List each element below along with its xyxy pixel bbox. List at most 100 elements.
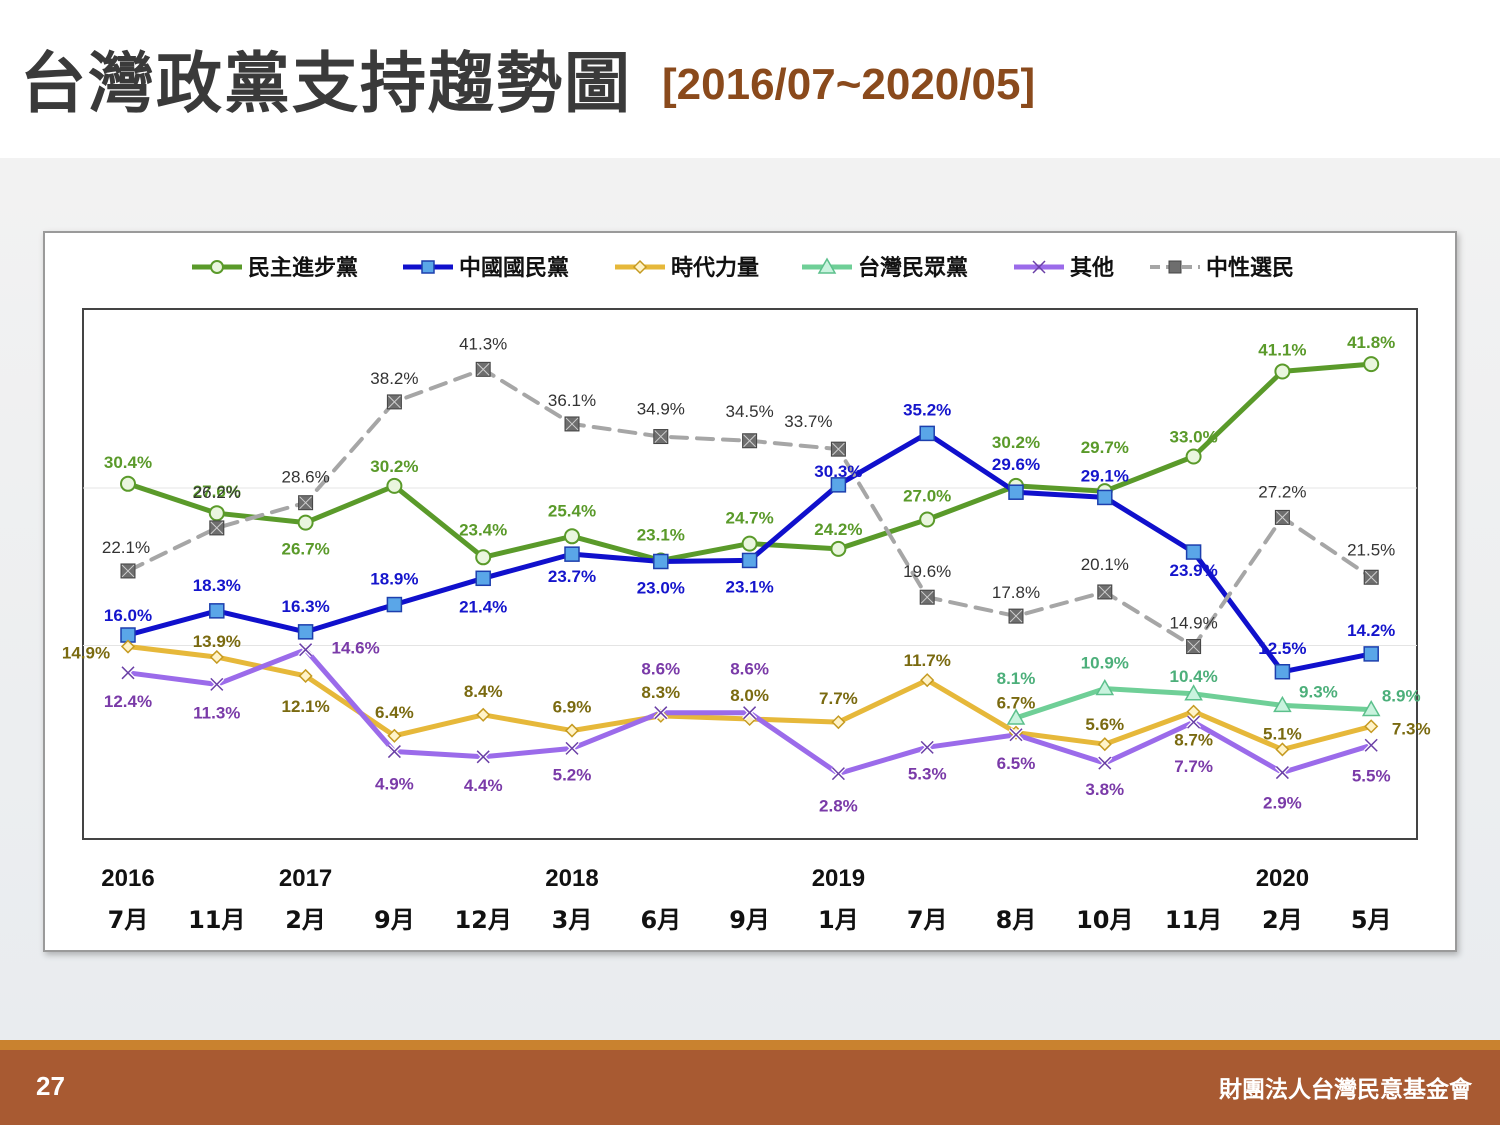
data-label-4-5: 5.2% (553, 765, 592, 784)
data-label-0-12: 33.0% (1169, 428, 1217, 447)
data-label-1-11: 29.1% (1081, 466, 1129, 485)
data-label-0-4: 23.4% (459, 520, 507, 539)
data-point-5-14-x (1364, 570, 1378, 584)
data-label-2-1: 13.9% (193, 632, 241, 651)
data-label-1-5: 23.7% (548, 567, 596, 586)
data-label-4-7: 8.6% (730, 660, 769, 679)
data-point-2-0 (120, 639, 136, 654)
x-tick-label-3: 9月 (374, 906, 415, 934)
data-label-4-0: 12.4% (104, 692, 152, 711)
year-label-2019: 2019 (812, 865, 865, 892)
data-point-0-3 (386, 477, 403, 494)
data-point-2-9 (920, 673, 935, 688)
data-label-5-2: 28.6% (281, 468, 329, 487)
data-label-4-2: 14.6% (331, 639, 379, 658)
legend-marker-2 (632, 259, 648, 275)
data-point-4-3-x (387, 745, 401, 759)
x-tick-label-9: 7月 (907, 906, 948, 934)
data-label-3-12: 10.4% (1169, 667, 1217, 686)
data-label-1-6: 23.0% (637, 579, 685, 598)
data-point-0-5 (564, 528, 580, 545)
data-point-1-10 (1008, 484, 1024, 500)
trend-chart: 30.4% 27.6% 26.7% 30.2% 23.4% 25.4% 23.1% 24.7%… (62, 255, 1431, 934)
data-label-2-2: 12.1% (281, 697, 329, 716)
data-label-1-7: 23.1% (725, 577, 773, 596)
data-label-5-5: 36.1% (548, 391, 596, 410)
year-label-2020: 2020 (1256, 865, 1309, 892)
data-point-5-7-x (743, 434, 756, 448)
data-point-0-7 (741, 535, 758, 552)
data-label-0-1: 27.6% (193, 482, 241, 501)
data-label-0-5: 25.4% (548, 501, 596, 520)
data-label-0-14: 41.8% (1347, 333, 1395, 352)
chart-frame: 30.4% 27.6% 26.7% 30.2% 23.4% 25.4% 23.1% 24.7%… (43, 231, 1457, 952)
data-label-1-8: 30.3% (814, 462, 862, 481)
data-label-3-13: 9.3% (1299, 682, 1338, 701)
data-point-5-2-x (299, 496, 312, 510)
data-label-2-5: 6.9% (553, 698, 592, 717)
data-label-2-10: 6.7% (997, 694, 1036, 713)
data-label-1-3: 18.9% (370, 570, 418, 589)
data-point-3-11 (1095, 679, 1115, 696)
data-label-0-6: 23.1% (637, 525, 685, 544)
year-label-2018: 2018 (545, 865, 598, 892)
data-point-2-6 (653, 708, 668, 723)
data-point-5-13-x (1276, 511, 1289, 524)
data-label-4-3: 4.9% (375, 775, 414, 794)
data-label-1-0: 16.0% (104, 606, 152, 625)
data-point-1-6 (653, 553, 669, 570)
data-point-2-14 (1364, 719, 1379, 734)
data-point-0-4 (475, 549, 492, 566)
data-label-1-12: 23.9% (1169, 561, 1217, 580)
data-point-2-12 (1186, 704, 1201, 719)
data-point-2-5 (564, 723, 580, 738)
data-point-1-7 (741, 552, 758, 569)
data-point-5-5-x (565, 417, 579, 431)
data-label-0-8: 24.2% (814, 520, 862, 539)
data-point-2-11 (1097, 737, 1112, 752)
data-point-5-3-x (388, 395, 401, 409)
data-point-2-13 (1275, 742, 1290, 757)
data-label-1-13: 12.5% (1258, 639, 1306, 658)
data-label-3-11: 10.9% (1081, 654, 1129, 673)
x-tick-label-12: 11月 (1165, 906, 1222, 934)
data-point-2-4 (476, 707, 491, 722)
data-point-4-4-x (476, 750, 490, 764)
data-label-4-13: 2.9% (1263, 794, 1302, 813)
data-label-0-3: 30.2% (370, 457, 418, 476)
data-label-2-4: 8.4% (464, 682, 503, 701)
data-point-4-5-x (565, 741, 579, 755)
data-point-4-0-x (121, 666, 135, 680)
data-label-2-0: 14.9% (62, 644, 110, 663)
data-point-4-6-x (654, 706, 668, 720)
data-label-2-13: 5.1% (1263, 724, 1302, 743)
x-tick-label-13: 2月 (1262, 906, 1303, 934)
data-point-4-1-x (210, 677, 224, 691)
data-label-5-14: 21.5% (1347, 540, 1395, 559)
data-point-3-13 (1273, 695, 1292, 713)
legend-label-1: 中國國民黨 (459, 256, 569, 281)
data-label-4-1: 11.3% (193, 703, 240, 722)
data-label-2-8: 7.7% (819, 689, 858, 708)
legend-label-3: 台灣民眾黨 (858, 255, 968, 281)
data-label-3-10: 8.1% (997, 669, 1036, 688)
data-point-1-8 (830, 477, 847, 493)
data-label-4-4: 4.4% (464, 776, 503, 795)
data-point-4-2-x (299, 643, 313, 657)
legend-label-0: 民主進步黨 (248, 255, 358, 281)
data-label-2-12: 8.7% (1174, 731, 1213, 750)
data-point-3-14 (1361, 700, 1381, 717)
data-point-5-0-x (121, 564, 135, 578)
x-tick-label-0: 7月 (108, 906, 149, 934)
data-label-5-9: 19.6% (903, 562, 951, 581)
data-label-1-4: 21.4% (459, 597, 507, 616)
data-label-4-11: 3.8% (1085, 780, 1124, 799)
data-label-2-11: 5.6% (1085, 715, 1124, 734)
data-label-5-3: 38.2% (370, 369, 418, 388)
data-label-0-11: 29.7% (1081, 438, 1129, 457)
data-label-0-7: 24.7% (725, 509, 773, 528)
data-label-4-8: 2.8% (819, 797, 858, 816)
data-point-4-12-x (1187, 715, 1201, 729)
plot-area (82, 308, 1418, 840)
x-tick-label-6: 6月 (640, 906, 681, 934)
